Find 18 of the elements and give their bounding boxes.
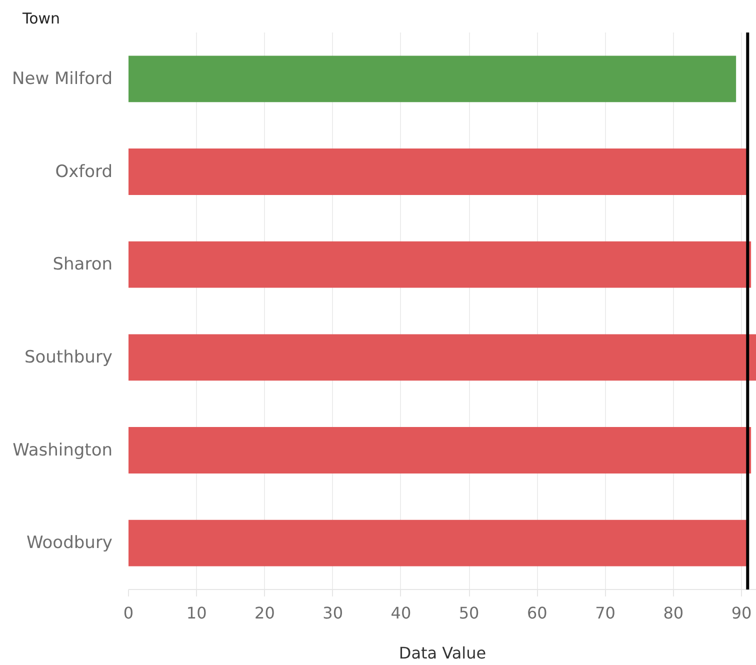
y-tick-label: New Milford xyxy=(12,68,113,89)
y-axis-title: Town xyxy=(22,10,60,28)
x-tick-label: 10 xyxy=(186,604,207,622)
y-tick-label: Woodbury xyxy=(26,533,113,554)
x-tick-label: 70 xyxy=(595,604,616,622)
x-tick-label: 90 xyxy=(731,604,752,622)
y-tick-label: Southbury xyxy=(24,347,113,368)
x-tick-label: 0 xyxy=(123,604,134,622)
y-tick-label: Sharon xyxy=(52,254,113,275)
x-tick-label: 50 xyxy=(458,604,480,622)
x-tick-label: 60 xyxy=(526,604,548,622)
x-tick-label: 40 xyxy=(390,604,412,622)
x-tick-label: 20 xyxy=(254,604,275,622)
x-tick-label: 80 xyxy=(663,604,684,622)
x-tick-label: 30 xyxy=(322,604,344,622)
y-tick-label: Oxford xyxy=(55,162,113,182)
x-axis-title: Data Value xyxy=(398,644,486,662)
y-tick-label: Washington xyxy=(12,440,113,460)
